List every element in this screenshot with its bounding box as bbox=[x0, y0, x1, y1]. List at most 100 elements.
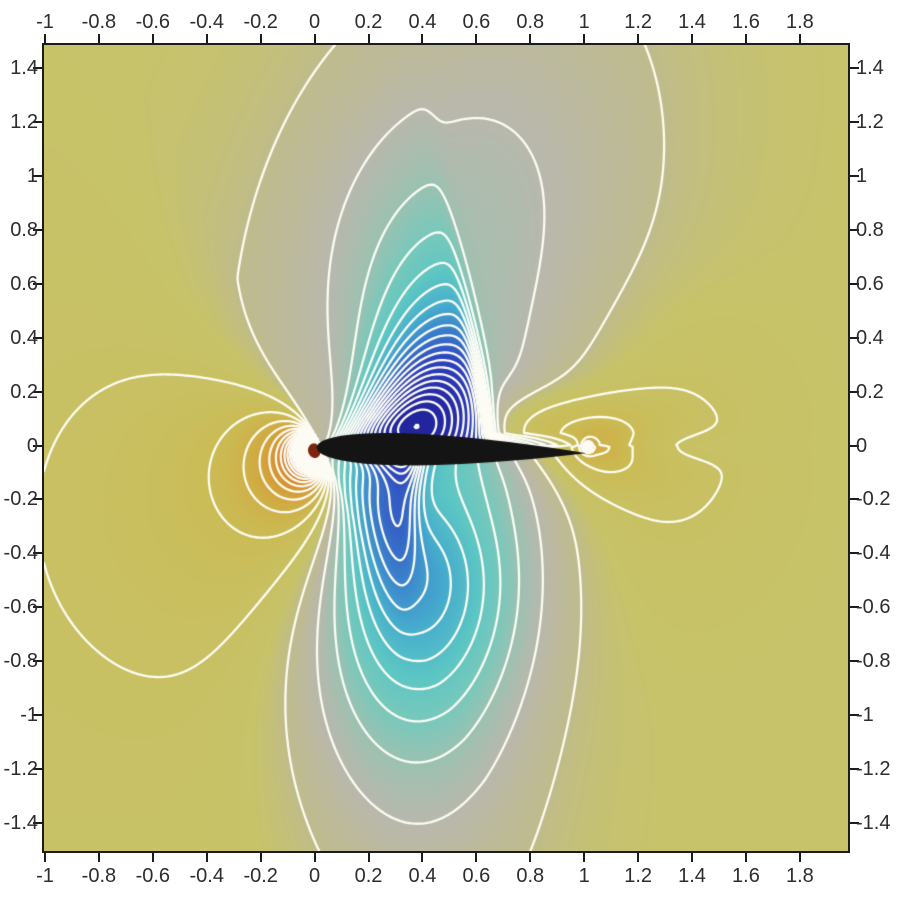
y-tick-label: 1 bbox=[26, 164, 38, 187]
y-tick-mark-left bbox=[33, 67, 42, 70]
y-tick-mark-left bbox=[33, 821, 42, 824]
x-tick-mark-top bbox=[44, 34, 46, 43]
x-tick-mark-top bbox=[475, 34, 478, 43]
x-tick-label: 0.2 bbox=[354, 865, 383, 887]
x-tick-mark-bottom bbox=[744, 853, 747, 862]
y-tick-label: -1 bbox=[856, 704, 874, 727]
x-tick-label: 1.4 bbox=[678, 11, 706, 33]
y-tick-label: 0.8 bbox=[856, 218, 884, 241]
x-tick-mark-bottom bbox=[691, 853, 694, 862]
y-tick-mark-right bbox=[850, 660, 859, 663]
x-tick-mark-top bbox=[205, 34, 208, 43]
x-tick-mark-top bbox=[583, 34, 586, 43]
x-tick-mark-top bbox=[97, 34, 100, 43]
y-tick-mark-right bbox=[850, 228, 859, 231]
y-tick-mark-right bbox=[850, 282, 859, 285]
x-tick-label: -1 bbox=[36, 11, 54, 33]
y-tick-label: -0.8 bbox=[3, 650, 38, 673]
y-tick-label: 0 bbox=[856, 434, 868, 457]
y-tick-label: -1.4 bbox=[856, 811, 891, 834]
y-tick-label: -1.2 bbox=[3, 758, 38, 781]
y-tick-label: 1.2 bbox=[856, 110, 884, 133]
x-tick-mark-top bbox=[798, 34, 801, 43]
x-tick-label: 0 bbox=[309, 865, 321, 887]
y-tick-mark-left bbox=[33, 498, 42, 501]
x-tick-label: 0.4 bbox=[408, 865, 437, 887]
x-tick-label: 0.6 bbox=[462, 865, 491, 887]
x-tick-mark-top bbox=[691, 34, 694, 43]
y-tick-label: -0.2 bbox=[856, 488, 891, 511]
x-tick-mark-top bbox=[259, 34, 262, 43]
y-tick-label: 0.6 bbox=[10, 272, 38, 295]
x-tick-mark-top bbox=[421, 34, 424, 43]
y-tick-mark-right bbox=[850, 714, 859, 717]
x-tick-mark-bottom bbox=[421, 853, 424, 862]
x-tick-label: -0.6 bbox=[135, 865, 171, 887]
x-tick-mark-top bbox=[367, 34, 370, 43]
x-tick-mark-bottom bbox=[367, 853, 370, 862]
y-tick-label: -0.2 bbox=[3, 488, 38, 511]
y-tick-label: -0.6 bbox=[3, 596, 38, 619]
x-tick-label: -0.2 bbox=[243, 865, 278, 887]
y-tick-label: -0.6 bbox=[856, 596, 891, 619]
y-tick-mark-right bbox=[850, 67, 859, 70]
x-tick-label: 0.6 bbox=[462, 11, 491, 33]
x-tick-mark-bottom bbox=[475, 853, 478, 862]
plot-frame: -1 -1 -0.8 -0.8 -0.6 -0.6 -0.4 -0.4 -0.2 -0.2 0 0 0.… bbox=[4, 11, 891, 887]
x-tick-mark-bottom bbox=[97, 853, 100, 862]
y-tick-label: 1 bbox=[856, 164, 868, 187]
y-tick-label: 0 bbox=[26, 434, 38, 457]
y-tick-mark-left bbox=[33, 282, 42, 285]
x-tick-mark-bottom bbox=[529, 853, 532, 862]
y-tick-label: 0.6 bbox=[856, 272, 884, 295]
y-tick-mark-right bbox=[850, 120, 859, 123]
y-tick-mark-right bbox=[850, 768, 859, 771]
x-tick-mark-bottom bbox=[798, 853, 801, 862]
x-tick-mark-bottom bbox=[44, 853, 46, 862]
x-tick-label: -0.8 bbox=[81, 11, 117, 33]
x-tick-mark-bottom bbox=[205, 853, 208, 862]
x-tick-label: -0.8 bbox=[81, 865, 117, 887]
y-tick-label: -0.4 bbox=[3, 542, 38, 565]
y-tick-label: 0.8 bbox=[10, 218, 38, 241]
y-tick-mark-left bbox=[33, 228, 42, 231]
y-tick-mark-left bbox=[33, 606, 42, 609]
x-tick-label: 1 bbox=[578, 865, 590, 887]
x-tick-label: 1.8 bbox=[785, 11, 814, 33]
x-tick-label: 1.4 bbox=[678, 865, 706, 887]
flow-contour-canvas bbox=[44, 45, 848, 851]
x-tick-label: 0 bbox=[309, 11, 321, 33]
x-tick-label: 1.6 bbox=[732, 865, 760, 887]
x-tick-mark-top bbox=[637, 34, 640, 43]
x-tick-label: -1 bbox=[36, 865, 54, 887]
y-tick-label: 1.4 bbox=[10, 57, 38, 80]
x-tick-label: -0.6 bbox=[135, 11, 171, 33]
x-tick-label: -0.4 bbox=[189, 865, 224, 887]
x-tick-mark-top bbox=[529, 34, 532, 43]
y-tick-label: 0.2 bbox=[10, 380, 38, 403]
y-tick-label: 1.4 bbox=[856, 57, 884, 80]
y-tick-label: -1.2 bbox=[856, 758, 891, 781]
x-tick-label: -0.4 bbox=[189, 11, 224, 33]
y-tick-mark-left bbox=[33, 120, 42, 123]
y-tick-mark-left bbox=[33, 552, 42, 555]
y-tick-label: -0.8 bbox=[856, 650, 891, 673]
y-tick-label: 0.2 bbox=[856, 380, 884, 403]
x-tick-label: 0.4 bbox=[408, 11, 437, 33]
x-tick-label: 0.2 bbox=[354, 11, 383, 33]
y-tick-mark-right bbox=[850, 552, 859, 555]
x-tick-label: 1.2 bbox=[624, 11, 653, 33]
y-tick-mark-left bbox=[33, 390, 42, 393]
y-tick-mark-right bbox=[850, 336, 859, 339]
y-tick-label: -1.4 bbox=[3, 811, 38, 834]
x-tick-mark-bottom bbox=[259, 853, 262, 862]
x-tick-mark-top bbox=[151, 34, 154, 43]
y-tick-mark-left bbox=[33, 660, 42, 663]
x-tick-mark-top bbox=[313, 34, 316, 43]
y-tick-mark-left bbox=[33, 174, 42, 177]
y-tick-label: -1 bbox=[20, 704, 38, 727]
y-tick-label: 0.4 bbox=[10, 326, 38, 349]
x-tick-label: 1.8 bbox=[785, 865, 814, 887]
y-tick-mark-left bbox=[33, 444, 42, 447]
